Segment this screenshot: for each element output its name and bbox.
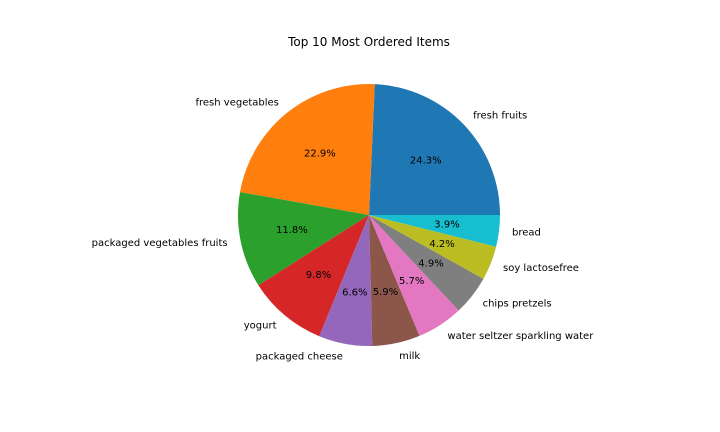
pie-slice-fresh-fruits (369, 84, 500, 215)
category-label-fresh-fruits: fresh fruits (473, 110, 527, 121)
category-label-milk: milk (399, 351, 420, 362)
category-label-yogurt: yogurt (244, 321, 277, 332)
pie-slice-fresh-vegetables (240, 84, 375, 215)
category-label-water-seltzer-sparkling-water: water seltzer sparkling water (447, 331, 594, 342)
category-label-soy-lactosefree: soy lactosefree (503, 263, 579, 274)
percent-label-yogurt: 9.8% (306, 270, 331, 281)
percent-label-soy-lactosefree: 4.2% (429, 239, 454, 250)
pie-slice-packaged-vegetables-fruits (237, 192, 369, 286)
pie-slice-soy-lactosefree (369, 215, 497, 279)
category-label-packaged-vegetables-fruits: packaged vegetables fruits (92, 238, 228, 249)
pie-slice-packaged-cheese (319, 215, 373, 347)
percent-label-bread: 3.9% (434, 220, 459, 231)
category-label-packaged-cheese: packaged cheese (256, 352, 343, 363)
pie-slice-chips-pretzels (369, 215, 484, 311)
percent-label-packaged-vegetables-fruits: 11.8% (276, 225, 308, 236)
category-label-chips-pretzels: chips pretzels (483, 299, 552, 310)
percent-label-fresh-fruits: 24.3% (410, 156, 442, 167)
percent-label-packaged-cheese: 6.6% (342, 287, 367, 298)
pie-slice-yogurt (258, 215, 369, 337)
percent-labels: 24.3% 22.9% 11.8% 9.8% 6.6% 5.9%5.7% 4.9% 4.2% 3… (276, 149, 460, 299)
pie-slice-water-seltzer-sparkling-water (369, 215, 459, 336)
pie-slices (237, 84, 500, 347)
pie-slice-milk (369, 215, 420, 346)
category-label-fresh-vegetables: fresh vegetables (195, 98, 278, 109)
percent-label-water-seltzer-sparkling-water: 5.7% (399, 276, 424, 287)
category-labels: fresh fruits fresh vegetables packaged veg… (92, 98, 595, 363)
percent-label-fresh-vegetables: 22.9% (304, 149, 336, 160)
category-label-bread: bread (512, 228, 541, 239)
percent-label-chips-pretzels: 4.9% (418, 258, 443, 269)
pie-slice-bread (369, 215, 500, 247)
percent-label-milk: 5.9% (373, 287, 398, 298)
chart-title: Top 10 Most Ordered Items (287, 35, 450, 49)
